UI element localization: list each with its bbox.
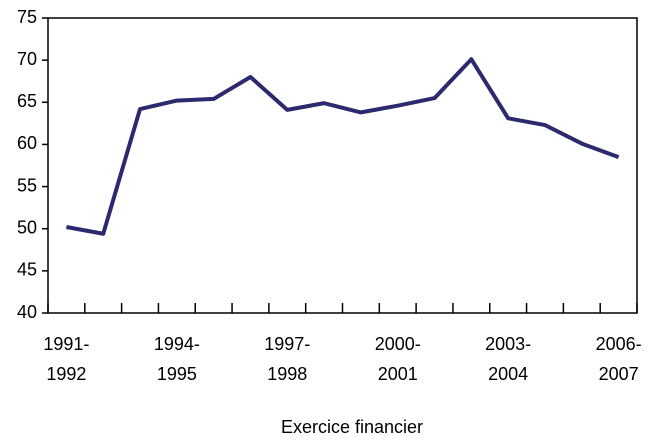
- y-tick-label: 55: [17, 175, 37, 195]
- x-tick-label: 1991-: [43, 334, 89, 354]
- y-tick-label: 45: [17, 260, 37, 280]
- x-tick-label: 1992: [46, 364, 86, 384]
- plot-frame: [47, 17, 638, 314]
- y-tick-label: 70: [17, 49, 37, 69]
- x-tick-label: 2006-: [596, 334, 642, 354]
- x-tick-label: 1998: [267, 364, 307, 384]
- y-tick-label: 40: [17, 302, 37, 322]
- y-tick-label: 50: [17, 217, 37, 237]
- x-tick-label: 2007: [599, 364, 639, 384]
- y-tick-label: 60: [17, 133, 37, 153]
- x-tick-label: 2001: [378, 364, 418, 384]
- x-tick-label: 1995: [157, 364, 197, 384]
- x-axis-title: Exercice financier: [281, 417, 423, 437]
- x-tick-label: 1997-: [264, 334, 310, 354]
- x-tick-label: 1994-: [154, 334, 200, 354]
- y-tick-label: 65: [17, 91, 37, 111]
- x-tick-label: 2000-: [375, 334, 421, 354]
- y-tick-label: 75: [17, 7, 37, 27]
- data-line: [66, 57, 620, 236]
- x-tick-label: 2004: [488, 364, 528, 384]
- x-tick-label: 2003-: [485, 334, 531, 354]
